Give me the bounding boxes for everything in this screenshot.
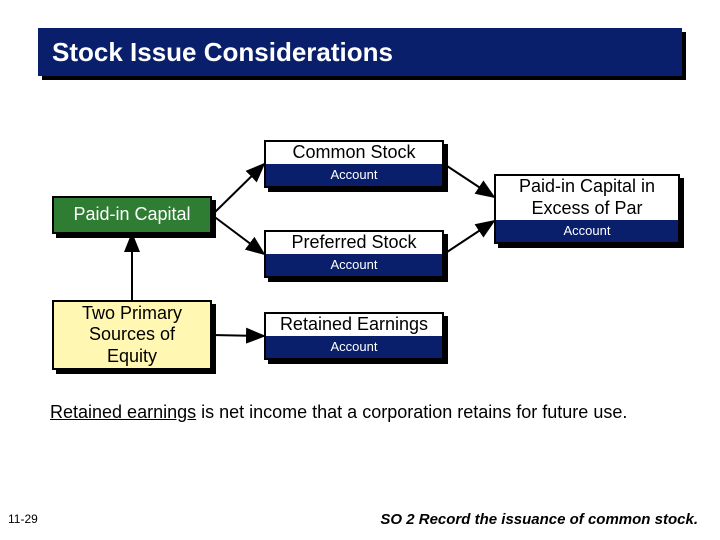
- so-line: SO 2 Record the issuance of common stock…: [380, 511, 698, 528]
- body-rest: is net income that a corporation retains…: [196, 402, 627, 422]
- connectors-svg: [0, 0, 720, 540]
- body-lead: Retained earnings: [50, 402, 196, 422]
- body-paragraph: Retained earnings is net income that a c…: [50, 398, 670, 427]
- page-number: 11-29: [8, 512, 38, 526]
